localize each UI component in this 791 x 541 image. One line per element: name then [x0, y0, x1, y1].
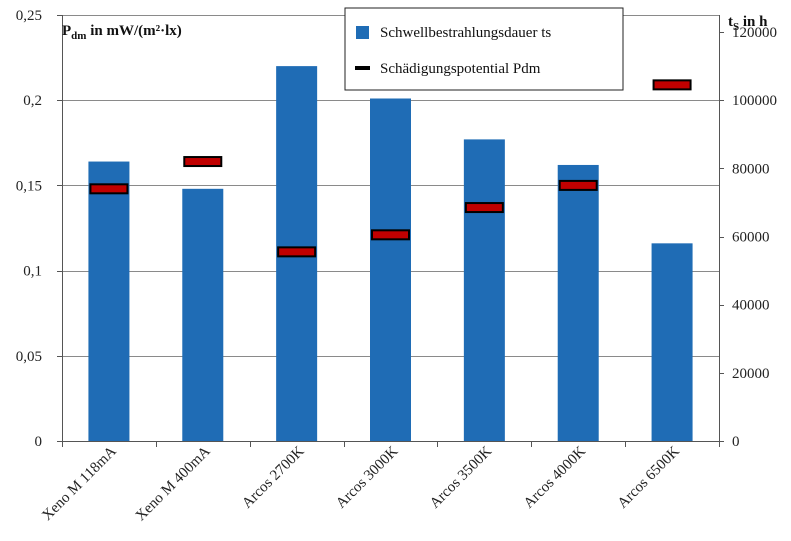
right-tick-label: 120000: [732, 25, 777, 41]
left-axis-title-sub: dm: [71, 30, 86, 42]
left-axis-ticks: 0 0,05 0,1 0,15 0,2 0,25: [16, 8, 62, 450]
x-tick-label: Arcos 6500K: [615, 443, 683, 511]
right-tick-label: 100000: [732, 93, 777, 109]
left-tick-label: 0: [35, 434, 43, 450]
x-tick-label: Arcos 3000K: [333, 443, 401, 511]
x-tick-label: Arcos 2700K: [239, 443, 307, 511]
pdm-marker: [464, 202, 504, 214]
x-tick-label: Xeno M 400mA: [133, 443, 214, 524]
legend-bar-swatch: [356, 26, 369, 39]
pdm-marker: [277, 246, 317, 258]
right-axis-title: tS in h: [728, 14, 768, 33]
bar: [651, 243, 693, 441]
x-tick-label: Xeno M 118mA: [39, 443, 120, 524]
legend-marker-label: Schädigungspotential Pdm: [380, 61, 541, 77]
right-axis-title-rest: in h: [739, 14, 768, 30]
bar-series: [88, 66, 693, 442]
bar: [463, 139, 505, 441]
pdm-marker: [89, 183, 129, 195]
right-axis-ticks: 0 20000 40000 60000 80000 100000 120000: [719, 25, 777, 450]
axes: [62, 15, 720, 442]
marker-series: [89, 79, 692, 258]
right-tick-label: 80000: [732, 161, 770, 177]
left-axis-title: Pdm in mW/(m²·lx): [62, 23, 182, 42]
legend: Schwellbestrahlungsdauer ts Schädigungsp…: [344, 7, 624, 91]
x-tick-label: Arcos 4000K: [521, 443, 589, 511]
right-axis-title-sub: S: [733, 21, 739, 33]
pdm-marker: [183, 156, 223, 168]
right-tick-label: 0: [732, 434, 740, 450]
left-tick-label: 0,15: [16, 178, 42, 194]
bar: [557, 164, 599, 441]
legend-marker-swatch: [355, 66, 370, 70]
left-axis-title-main: P: [62, 23, 71, 39]
left-tick-label: 0,05: [16, 349, 42, 365]
right-axis-title-main: t: [728, 14, 733, 30]
right-tick-label: 40000: [732, 298, 770, 314]
pdm-marker: [371, 229, 410, 241]
bar: [370, 98, 411, 441]
right-tick-label: 20000: [732, 366, 770, 382]
left-axis-title-rest: in mW/(m²·lx): [86, 23, 181, 39]
right-tick-label: 60000: [732, 230, 770, 246]
legend-frame: [344, 7, 624, 91]
bar: [88, 161, 130, 441]
legend-bar-label: Schwellbestrahlungsdauer ts: [380, 25, 551, 41]
left-tick-label: 0,1: [23, 264, 42, 280]
bar: [182, 188, 224, 441]
x-axis-ticks: Xeno M 118mA Xeno M 400mA Arcos 2700K Arcos…: [39, 441, 720, 524]
pdm-marker: [652, 79, 692, 91]
x-tick-label: Arcos 3500K: [427, 443, 495, 511]
left-tick-label: 0,25: [16, 8, 42, 24]
pdm-marker: [558, 179, 598, 191]
left-tick-label: 0,2: [23, 93, 42, 109]
